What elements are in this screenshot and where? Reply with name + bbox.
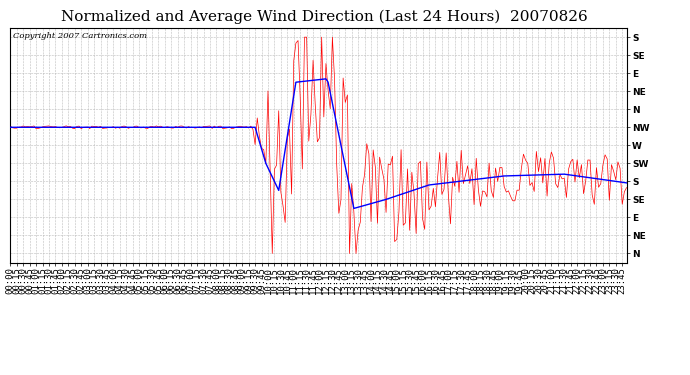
Text: Normalized and Average Wind Direction (Last 24 Hours)  20070826: Normalized and Average Wind Direction (L… <box>61 9 588 24</box>
Text: Copyright 2007 Cartronics.com: Copyright 2007 Cartronics.com <box>13 32 148 40</box>
